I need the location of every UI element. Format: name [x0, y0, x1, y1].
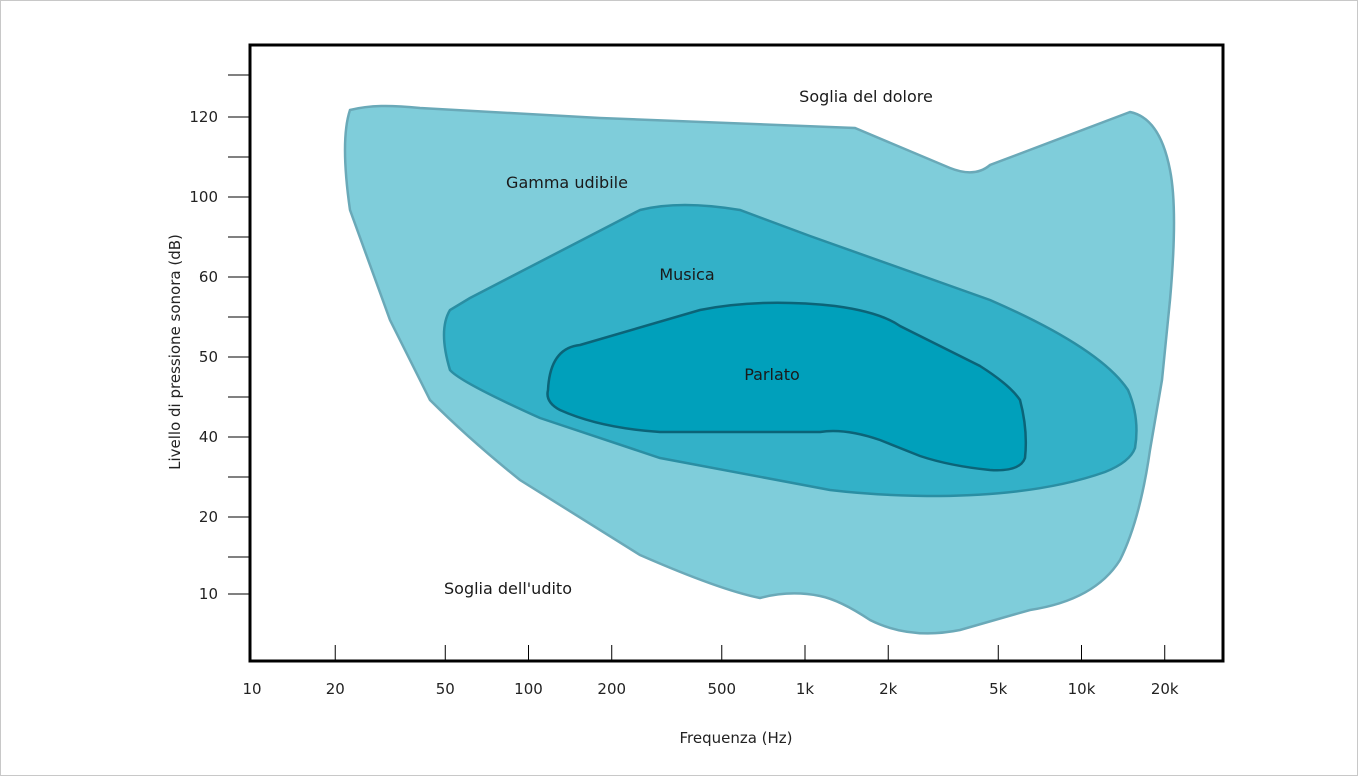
- label-soglia-del-dolore: Soglia del dolore: [799, 87, 933, 106]
- label-parlato: Parlato: [744, 365, 800, 384]
- y-tick-label: 50: [199, 348, 218, 366]
- y-tick-label: 100: [189, 188, 218, 206]
- x-tick-label: 5k: [989, 680, 1008, 698]
- plot-area-border: [248, 43, 1225, 663]
- x-tick-label: 500: [707, 680, 736, 698]
- y-axis-ticks: 10 20 40 50 60 100 120: [189, 74, 250, 603]
- y-axis-title: Livello di pressione sonora (dB): [166, 234, 184, 470]
- x-tick-label: 20: [326, 680, 345, 698]
- region-parlato: [546, 301, 1028, 472]
- x-tick-label: 1k: [796, 680, 815, 698]
- label-soglia-dell-udito: Soglia dell'udito: [444, 579, 572, 598]
- y-tick-label: 20: [199, 508, 218, 526]
- y-tick-label: 120: [189, 108, 218, 126]
- x-tick-label: 200: [597, 680, 626, 698]
- label-gamma-udibile: Gamma udibile: [506, 173, 628, 192]
- x-tick-label: 2k: [879, 680, 898, 698]
- x-tick-label: 100: [514, 680, 543, 698]
- x-tick-label: 50: [436, 680, 455, 698]
- y-tick-label: 40: [199, 428, 218, 446]
- y-tick-label: 60: [199, 268, 218, 286]
- x-tick-label: 10k: [1068, 680, 1096, 698]
- y-tick-label: 10: [199, 585, 218, 603]
- label-musica: Musica: [659, 265, 714, 284]
- x-axis-ticks: 10 20 50 100 200 500 1k 2k 5k 10k 20k: [242, 645, 1179, 698]
- x-axis-title: Frequenza (Hz): [679, 729, 792, 747]
- x-tick-label: 20k: [1151, 680, 1179, 698]
- x-tick-label: 10: [242, 680, 261, 698]
